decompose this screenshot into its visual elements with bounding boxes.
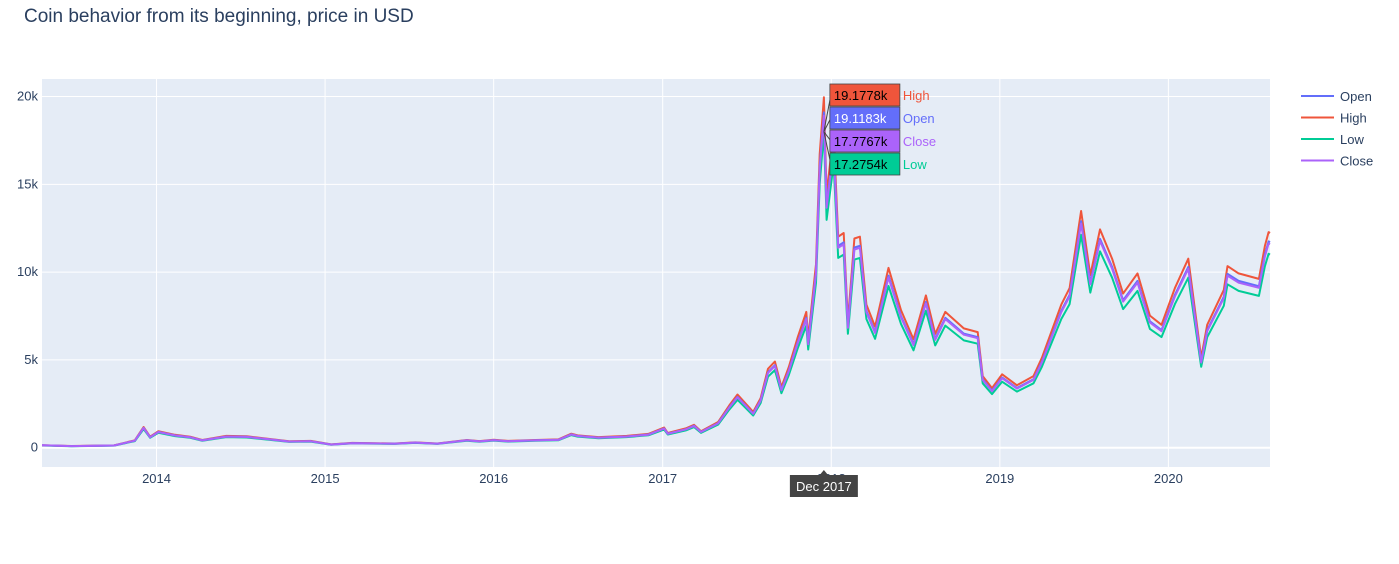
hover-name-close: Close [903, 134, 936, 149]
y-tick-label: 20k [17, 89, 38, 104]
x-tick-label: 2017 [648, 471, 677, 486]
legend-label-close: Close [1340, 154, 1373, 169]
y-tick-label: 10k [17, 264, 38, 279]
y-tick-label: 5k [24, 352, 38, 367]
x-hover-label: Dec 2017 [796, 479, 852, 494]
series-line-close [41, 114, 1271, 448]
x-hover-pointer [818, 470, 829, 476]
chart-title: Coin behavior from its beginning, price … [24, 6, 414, 27]
legend-label-high: High [1340, 111, 1367, 126]
x-hover-label-box [789, 475, 858, 497]
x-tick-label: 2020 [1154, 471, 1183, 486]
legend-label-low: Low [1340, 132, 1364, 147]
x-tick-label: 2015 [311, 471, 340, 486]
hover-value-close: 17.7767k [834, 134, 888, 149]
y-tick-label: 15k [17, 176, 38, 191]
hover-name-high: High [903, 88, 930, 103]
x-tick-label: 2014 [142, 471, 171, 486]
hover-value-open: 19.1183k [834, 111, 887, 126]
hover-box-open [829, 106, 901, 130]
hover-value-high: 19.1778k [834, 88, 888, 103]
x-tick-label: 2019 [985, 471, 1014, 486]
hover-value-low: 17.2754k [834, 157, 888, 172]
plot-background [42, 79, 1270, 467]
legend-label-open: Open [1340, 89, 1372, 104]
y-tick-label: 0 [31, 440, 38, 455]
x-tick-label: 2016 [479, 471, 508, 486]
hover-box-high [829, 83, 901, 107]
hover-box-close [829, 129, 901, 153]
hover-name-open: Open [903, 111, 935, 126]
hover-box-low [829, 152, 901, 176]
hover-name-low: Low [903, 157, 927, 172]
